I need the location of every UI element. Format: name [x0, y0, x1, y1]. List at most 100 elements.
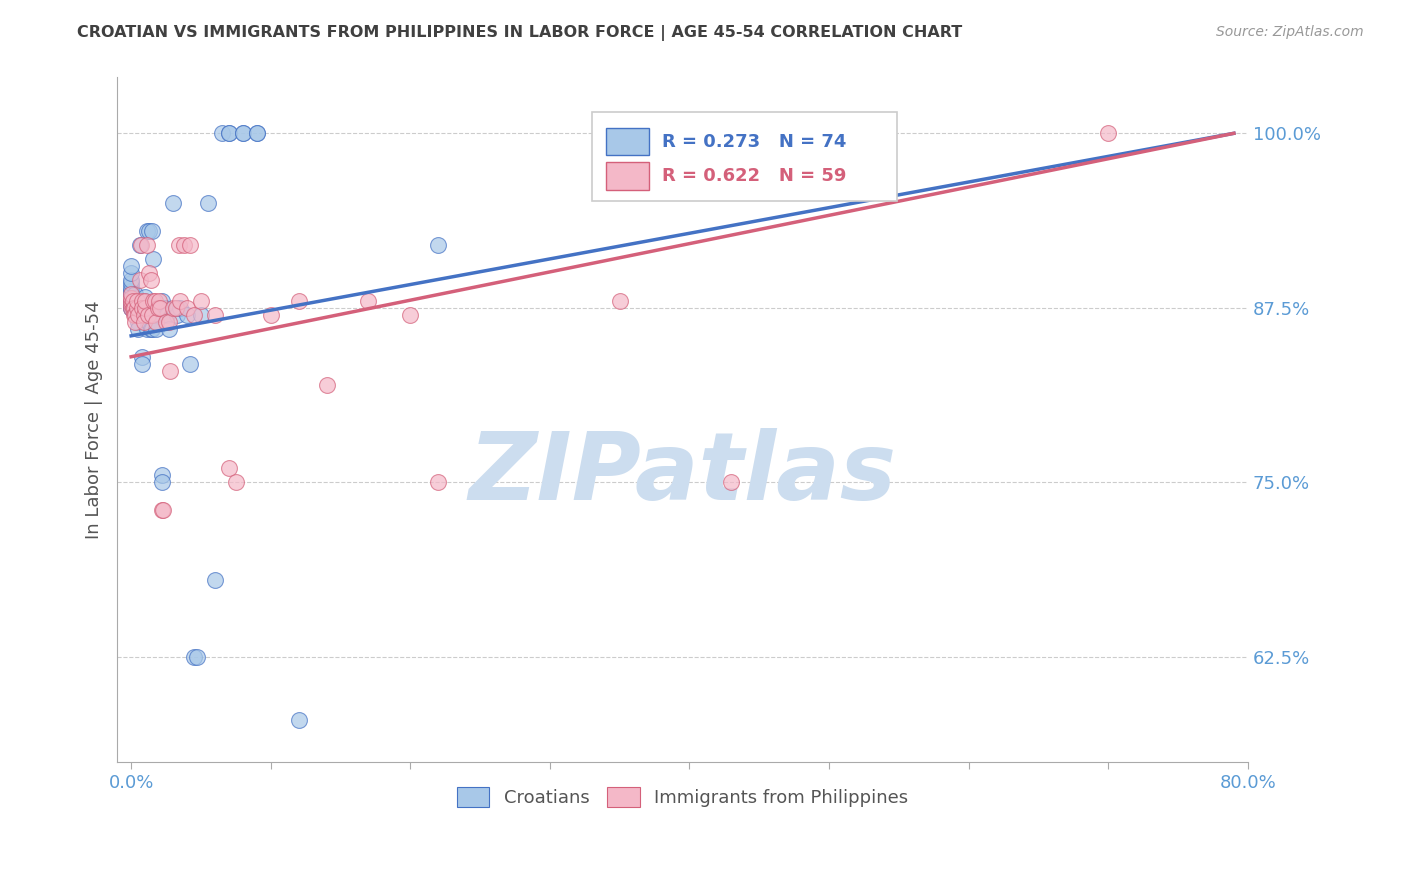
Point: [124, 296, 146, 310]
Point: [124, 286, 146, 301]
Point: [146, 301, 169, 315]
FancyBboxPatch shape: [592, 112, 897, 201]
Point: [120, 273, 142, 287]
Point: [129, 308, 152, 322]
Point: [125, 293, 148, 308]
Point: [139, 322, 162, 336]
Point: [225, 475, 247, 490]
Point: [120, 301, 142, 315]
Point: [176, 308, 198, 322]
Point: [218, 461, 240, 475]
Point: [124, 308, 146, 322]
Point: [132, 315, 155, 329]
Point: [157, 322, 180, 336]
Point: [120, 259, 142, 273]
Point: [162, 301, 184, 315]
Text: ZIPatlas: ZIPatlas: [468, 428, 897, 520]
Point: [131, 293, 153, 308]
Point: [120, 293, 142, 308]
Text: CROATIAN VS IMMIGRANTS FROM PHILIPPINES IN LABOR FORCE | AGE 45-54 CORRELATION C: CROATIAN VS IMMIGRANTS FROM PHILIPPINES …: [77, 25, 963, 41]
Point: [120, 284, 142, 298]
Point: [1097, 126, 1119, 140]
Point: [135, 224, 157, 238]
Point: [176, 301, 198, 315]
Point: [218, 126, 240, 140]
Point: [132, 308, 155, 322]
Text: R = 0.273   N = 74: R = 0.273 N = 74: [662, 133, 846, 151]
Point: [127, 308, 149, 322]
Point: [131, 357, 153, 371]
Point: [141, 308, 163, 322]
Point: [427, 475, 450, 490]
Point: [143, 308, 166, 322]
Point: [150, 503, 173, 517]
Point: [121, 293, 143, 308]
Point: [138, 266, 160, 280]
Point: [357, 293, 380, 308]
Point: [246, 126, 269, 140]
Point: [166, 301, 188, 315]
Point: [127, 315, 149, 329]
Point: [129, 238, 152, 252]
Point: [399, 308, 422, 322]
Point: [120, 280, 142, 294]
Point: [211, 126, 233, 140]
Point: [125, 301, 148, 315]
Point: [142, 293, 165, 308]
Legend: Croatians, Immigrants from Philippines: Croatians, Immigrants from Philippines: [450, 780, 915, 814]
Point: [183, 308, 205, 322]
Point: [157, 315, 180, 329]
Point: [120, 284, 142, 298]
Point: [150, 293, 173, 308]
Point: [124, 293, 146, 308]
Point: [609, 293, 631, 308]
Point: [145, 322, 167, 336]
Point: [155, 308, 177, 322]
Point: [120, 276, 142, 290]
Point: [166, 308, 188, 322]
Point: [150, 475, 173, 490]
Point: [124, 315, 146, 329]
Point: [136, 308, 159, 322]
Point: [150, 468, 173, 483]
Point: [138, 224, 160, 238]
Point: [128, 273, 150, 287]
Point: [145, 315, 167, 329]
Point: [125, 301, 148, 315]
FancyBboxPatch shape: [606, 128, 648, 155]
Point: [120, 301, 142, 315]
Point: [138, 308, 160, 322]
Point: [167, 238, 190, 252]
Point: [121, 301, 143, 315]
Point: [127, 322, 149, 336]
Point: [155, 315, 177, 329]
Point: [125, 308, 148, 322]
Point: [131, 301, 153, 315]
Point: [218, 126, 240, 140]
Point: [120, 295, 142, 310]
FancyBboxPatch shape: [606, 162, 648, 190]
Point: [204, 308, 226, 322]
Text: Source: ZipAtlas.com: Source: ZipAtlas.com: [1216, 25, 1364, 39]
Point: [141, 322, 163, 336]
Point: [165, 301, 187, 315]
Point: [169, 301, 191, 315]
Point: [246, 126, 269, 140]
Point: [162, 196, 184, 211]
Point: [136, 315, 159, 329]
Point: [186, 650, 208, 665]
Point: [135, 238, 157, 252]
Point: [134, 293, 156, 308]
Point: [134, 290, 156, 304]
Point: [720, 475, 742, 490]
Point: [132, 298, 155, 312]
Point: [127, 308, 149, 322]
Point: [173, 238, 195, 252]
Point: [128, 238, 150, 252]
Point: [122, 301, 145, 315]
Point: [120, 266, 142, 280]
Point: [134, 301, 156, 315]
Point: [190, 308, 212, 322]
Point: [315, 377, 337, 392]
Point: [204, 573, 226, 587]
